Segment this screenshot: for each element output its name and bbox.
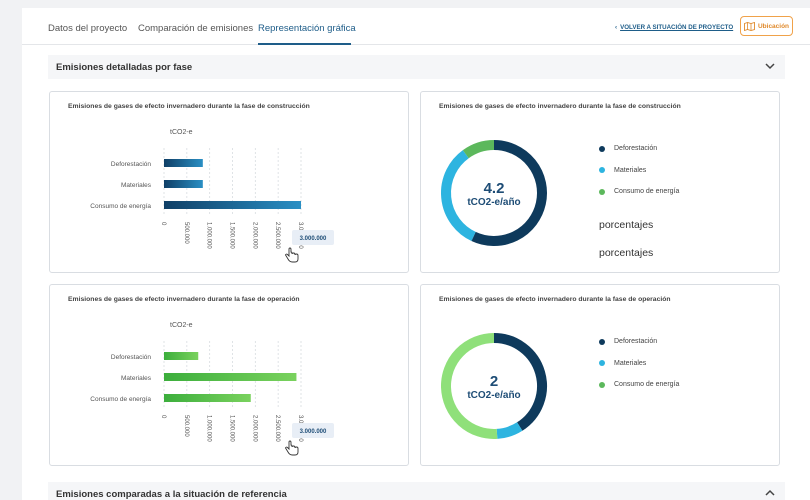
donut-slice bbox=[493, 333, 547, 431]
legend-dot-icon bbox=[599, 167, 605, 174]
bar bbox=[164, 159, 203, 167]
tick-label: 1.500.000 bbox=[229, 222, 235, 249]
legend-item-deforestacion: Deforestación bbox=[599, 331, 679, 353]
hand-cursor-icon bbox=[285, 440, 299, 456]
donut-center-unit: tCO2-e/año bbox=[467, 197, 521, 208]
card-title: Emisiones de gases de efecto invernadero… bbox=[68, 103, 310, 110]
tick-label: 0 bbox=[160, 222, 166, 226]
card-title: Emisiones de gases de efecto invernadero… bbox=[439, 296, 671, 303]
tooltip-value: 3.000.000 bbox=[300, 429, 327, 435]
tick-label: 2.000.000 bbox=[251, 415, 257, 442]
category-label: Consumo de energía bbox=[90, 203, 151, 210]
tooltip-value: 3.000.000 bbox=[300, 236, 327, 242]
back-link-label: VOLVER A SITUACIÓN DE PROYECTO bbox=[620, 24, 734, 31]
legend-item-energia: Consumo de energía bbox=[599, 374, 679, 396]
donut-center-unit: tCO2-e/año bbox=[467, 390, 521, 401]
tick-label: 0 bbox=[160, 415, 166, 419]
axis-unit-label: tCO2-e bbox=[170, 322, 193, 329]
legend-dot-icon bbox=[599, 360, 605, 367]
section-header-detailed[interactable]: Emisiones detalladas por fase bbox=[48, 55, 785, 79]
chart-legend: Deforestación Materiales Consumo de ener… bbox=[599, 331, 679, 396]
tick-label: 2.500.000 bbox=[274, 415, 280, 442]
location-button[interactable]: Ubicación bbox=[740, 16, 793, 36]
tick-label: 1.000.000 bbox=[206, 415, 212, 442]
bar bbox=[164, 352, 199, 360]
bar bbox=[164, 394, 251, 402]
chart-legend: Deforestación Materiales Consumo de ener… bbox=[599, 138, 679, 203]
top-tab-bar: Datos del proyecto Comparación de emisio… bbox=[22, 8, 810, 45]
bar bbox=[164, 373, 297, 381]
legend-label: Consumo de energía bbox=[614, 188, 680, 196]
operation-bar-card: Emisiones de gases de efecto invernadero… bbox=[49, 284, 409, 466]
legend-dot-icon bbox=[599, 188, 605, 195]
back-to-project-link[interactable]: ‹ VOLVER A SITUACIÓN DE PROYECTO bbox=[615, 24, 733, 31]
legend-dot-icon bbox=[599, 381, 605, 388]
category-label: Consumo de energía bbox=[90, 396, 151, 403]
donut-slice bbox=[471, 140, 547, 246]
tab-representacion-grafica[interactable]: Representación gráfica bbox=[258, 23, 356, 34]
tick-label: 1.000.000 bbox=[206, 222, 212, 249]
active-tab-indicator bbox=[258, 43, 351, 45]
percent-label: porcentajes bbox=[599, 219, 654, 231]
tick-label: 1.500.000 bbox=[229, 415, 235, 442]
bar bbox=[164, 201, 301, 209]
donut-center-value: 2 bbox=[489, 373, 499, 390]
bar bbox=[164, 180, 203, 188]
donut-center-label: 2 tCO2-e/año bbox=[454, 373, 534, 402]
tab-comparacion-emisiones[interactable]: Comparación de emisiones bbox=[138, 23, 254, 34]
donut-slice bbox=[441, 150, 476, 241]
donut-slice bbox=[496, 422, 523, 439]
location-button-label: Ubicación bbox=[757, 22, 790, 30]
chevron-left-icon: ‹ bbox=[615, 24, 618, 31]
tick-label: 500.000 bbox=[183, 222, 189, 244]
operation-donut-chart bbox=[441, 333, 547, 439]
legend-label: Deforestación bbox=[614, 338, 658, 346]
tick-label: 500.000 bbox=[183, 415, 189, 437]
card-title: Emisiones de gases de efecto invernadero… bbox=[68, 296, 300, 303]
section-title: Emisiones comparadas a la situación de r… bbox=[56, 489, 287, 500]
construction-donut-chart bbox=[441, 140, 547, 246]
legend-item-energia: Consumo de energía bbox=[599, 181, 679, 203]
chevron-up-icon[interactable] bbox=[763, 486, 777, 500]
tab-datos-proyecto[interactable]: Datos del proyecto bbox=[48, 23, 128, 34]
section-title: Emisiones detalladas por fase bbox=[56, 62, 193, 73]
donut-center-label: 4.2 tCO2-e/año bbox=[454, 180, 534, 209]
axis-unit-label: tCO2-e bbox=[170, 129, 193, 136]
donut-slice bbox=[462, 140, 495, 159]
legend-label: Deforestación bbox=[614, 145, 658, 153]
legend-item-deforestacion: Deforestación bbox=[599, 138, 679, 160]
category-label: Materiales bbox=[121, 182, 152, 189]
percent-label: porcentajes bbox=[599, 247, 654, 259]
card-title: Emisiones de gases de efecto invernadero… bbox=[439, 103, 681, 110]
category-label: Deforestación bbox=[111, 354, 151, 361]
operation-donut-card: Emisiones de gases de efecto invernadero… bbox=[420, 284, 780, 466]
legend-dot-icon bbox=[599, 338, 605, 345]
legend-label: Materiales bbox=[614, 359, 647, 367]
category-label: Deforestación bbox=[111, 161, 151, 168]
tooltip-box bbox=[292, 230, 334, 245]
construction-donut-card: Emisiones de gases de efecto invernadero… bbox=[420, 91, 780, 273]
tick-label: 2.500.000 bbox=[274, 222, 280, 249]
section-header-comparison[interactable]: Emisiones comparadas a la situación de r… bbox=[48, 482, 785, 500]
legend-item-materiales: Materiales bbox=[599, 353, 679, 375]
tooltip-box bbox=[292, 423, 334, 438]
legend-label: Consumo de energía bbox=[614, 381, 680, 389]
category-label: Materiales bbox=[121, 375, 152, 382]
construction-bar-card: Emisiones de gases de efecto invernadero… bbox=[49, 91, 409, 273]
donut-center-value: 4.2 bbox=[483, 180, 505, 197]
operation-bar-chart: tCO2-e Deforestación Materiales Consumo de … bbox=[90, 322, 334, 456]
main-page: Datos del proyecto Comparación de emisio… bbox=[22, 8, 810, 500]
tick-label: 2.000.000 bbox=[251, 222, 257, 249]
legend-label: Materiales bbox=[614, 166, 647, 174]
legend-item-materiales: Materiales bbox=[599, 160, 679, 182]
chevron-down-icon[interactable] bbox=[763, 59, 777, 73]
construction-bar-chart: tCO2-e Deforestación Materiales Consumo de … bbox=[90, 129, 334, 263]
legend-dot-icon bbox=[599, 145, 605, 152]
map-icon bbox=[744, 21, 755, 31]
hand-cursor-icon bbox=[285, 247, 299, 263]
donut-slice bbox=[441, 333, 498, 439]
